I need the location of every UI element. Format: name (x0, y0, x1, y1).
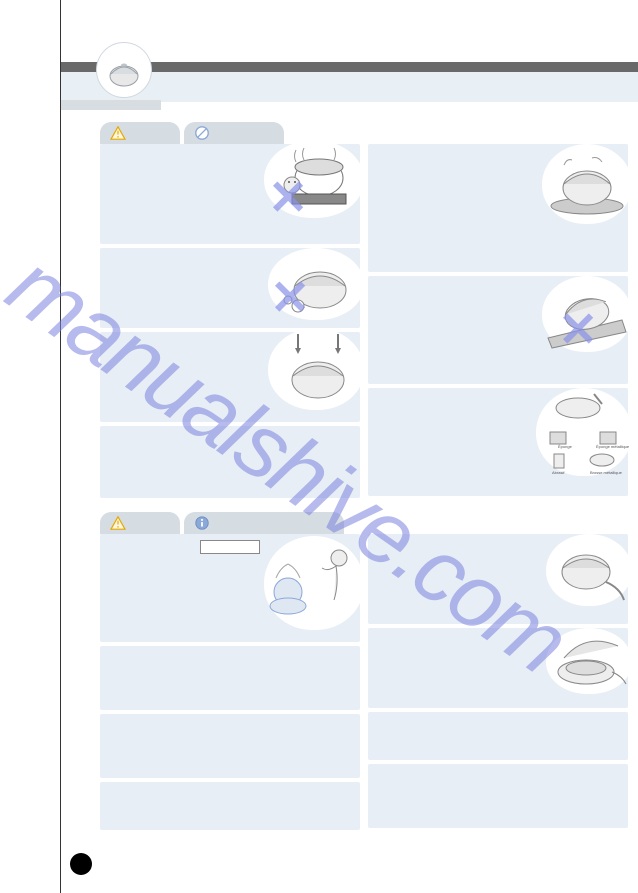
mandatory-tab (184, 512, 344, 534)
warning-triangle-icon (110, 516, 126, 530)
svg-text:Brosse métallique: Brosse métallique (590, 470, 623, 475)
page-number-dot (70, 853, 92, 875)
rice-cooker-icon (104, 50, 144, 90)
instruction-card: Éponge Éponge métallique Abrasif Brosse … (368, 388, 628, 496)
section1-right-column: Éponge Éponge métallique Abrasif Brosse … (368, 144, 628, 498)
section1-tabs (100, 122, 628, 144)
cooker-drop-icon (268, 328, 364, 410)
illustration-circle (264, 536, 364, 630)
instruction-card (100, 144, 360, 244)
info-circle-icon (194, 515, 210, 531)
instruction-card (368, 628, 628, 708)
illustration-circle (546, 628, 632, 694)
prohibition-tab (184, 122, 284, 144)
card-label-box (200, 540, 260, 554)
section2-right-column (368, 534, 628, 830)
illustration-circle (542, 276, 632, 352)
section1-left-column (100, 144, 360, 498)
page-left-margin (60, 0, 61, 893)
instruction-card (100, 248, 360, 328)
instruction-card (100, 426, 360, 498)
cooker-tilt-icon (542, 276, 632, 352)
steam-person-icon (264, 536, 364, 630)
svg-text:Éponge: Éponge (558, 444, 573, 449)
instruction-card (368, 144, 628, 272)
instruction-card (100, 534, 360, 642)
cooker-cord-icon (546, 534, 632, 606)
cooker-on-mat-icon (542, 144, 632, 224)
page-content: Éponge Éponge métallique Abrasif Brosse … (100, 122, 628, 830)
svg-text:Abrasif: Abrasif (552, 470, 565, 475)
instruction-card (368, 764, 628, 828)
section2-tabs (100, 512, 628, 534)
instruction-card (368, 712, 628, 760)
instruction-card (368, 276, 628, 384)
header-appliance-icon (96, 42, 152, 98)
instruction-card (100, 782, 360, 830)
page-header (61, 62, 638, 72)
caution-tab (100, 122, 180, 144)
header-sub-bar (61, 100, 161, 110)
pot-on-stove-icon (264, 140, 364, 218)
caution-tab (100, 512, 180, 534)
illustration-circle (264, 140, 364, 218)
illustration-circle (268, 328, 364, 410)
instruction-card (100, 646, 360, 710)
illustration-circle (268, 248, 364, 320)
illustration-circle: Éponge Éponge métallique Abrasif Brosse … (536, 388, 632, 476)
illustration-circle (546, 534, 632, 606)
svg-text:Éponge métallique: Éponge métallique (596, 444, 630, 449)
instruction-card (100, 332, 360, 422)
instruction-card (100, 714, 360, 778)
section1-grid: Éponge Éponge métallique Abrasif Brosse … (100, 144, 628, 498)
prohibit-icon (194, 125, 210, 141)
instruction-card (368, 534, 628, 624)
warning-triangle-icon (110, 126, 126, 140)
cleaning-items-icon: Éponge Éponge métallique Abrasif Brosse … (536, 388, 632, 476)
illustration-circle (542, 144, 632, 224)
cooker-spill-icon (268, 248, 364, 320)
section2-left-column (100, 534, 360, 830)
section2-grid (100, 534, 628, 830)
lid-open-icon (546, 628, 632, 694)
